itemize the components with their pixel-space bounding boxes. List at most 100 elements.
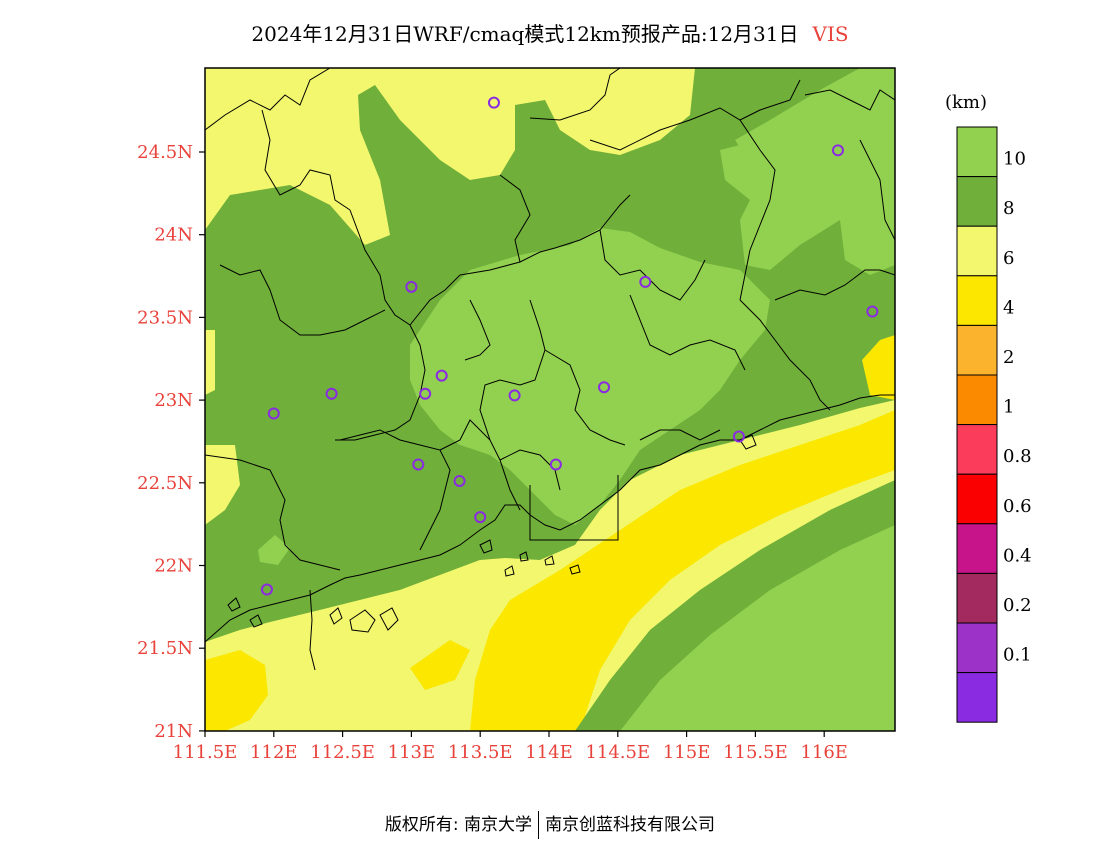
field-band-light-green-west-patch [258,535,290,565]
station-marker [639,275,652,288]
island-11 [739,434,757,450]
x-tick-label: 113.5E [448,742,513,763]
station-marker [419,387,432,400]
colorbar-label: 0.2 [1003,595,1032,616]
x-tick-label: 113E [388,742,436,763]
station-markers [260,96,879,596]
station-marker [325,387,338,400]
y-tick-label: 23.5N [137,307,193,328]
admin-boundaries [205,68,895,571]
y-tick-label: 22.5N [137,473,193,494]
boundary-north-upper [499,174,531,263]
field-band-yellow-east [862,335,895,400]
field-band-light-green-inland [410,228,770,525]
station-marker [487,96,500,109]
colorbar-swatch [956,324,998,376]
colorbar-swatch [956,473,998,525]
x-tick-label: 116E [800,742,848,763]
colorbar-swatch [956,424,998,475]
station-marker [831,144,844,157]
station-marker [412,458,425,471]
colorbar-label: 1 [1003,397,1014,418]
map-title: 2024年12月31日WRF/cmaq模式12km预报产品:12月31日 VIS [0,18,1100,47]
boundary-east-coast-inner [639,429,721,441]
boundary-northeast-edge [804,89,895,111]
station-marker [732,430,745,443]
y-tick-label: 23N [154,390,193,411]
y-tick-label: 24.5N [137,142,193,163]
field-band-light-yellow-west-edge [205,330,215,395]
boundary-west-inner [335,324,426,441]
field-band-light-green-sea [620,525,895,731]
islands [227,434,757,633]
footer-separator [538,811,540,839]
field-band-yellow-offshore [410,640,470,690]
station-marker [453,474,466,487]
title-main: 2024年12月31日WRF/cmaq模式12km预报产品:12月31日 [251,22,799,46]
station-marker [549,458,562,471]
boundary-central-2 [629,294,746,371]
station-marker [435,369,448,382]
x-tick-label: 114E [525,742,573,763]
colorbar-swatch [956,126,998,178]
field-band-light-green-north-patch [720,140,775,200]
island-5 [504,565,515,577]
x-tick-label: 111.5E [173,742,238,763]
field-band-yellow [470,410,895,731]
boundary-north-west [261,109,351,211]
y-tick-label: 24N [154,225,193,246]
boundary-south-central [439,419,521,511]
boundary-special-region [529,475,619,541]
footer-company: 南京创蓝科技有限公司 [545,815,716,835]
coastline [205,394,895,671]
colorbar-label: 4 [1003,297,1014,318]
x-tick-label: 115.5E [723,742,788,763]
colorbar-swatch [956,176,998,227]
boundary-east-edge [859,139,895,241]
footer-copyright: 版权所有: 南京大学 [384,815,533,835]
station-marker [508,389,521,402]
x-tick-label: 115E [663,742,711,763]
x-tick-label: 112.5E [310,742,375,763]
boundary-province-north [205,68,331,131]
field-band-light-yellow-west-coast [205,445,240,525]
y-tick-label: 21.5N [137,638,193,659]
coastline-west [205,394,895,643]
colorbar-label: 2 [1003,347,1014,368]
boundary-north-central [349,209,461,326]
station-marker [866,305,879,318]
boundary-west-large [219,264,386,336]
island-7 [544,555,555,566]
title-variable: VIS [812,22,849,46]
boundary-central-3 [479,299,546,441]
boundary-east-mid [739,299,831,411]
colorbar-swatch [956,275,998,326]
colorbar-swatch [956,225,998,277]
y-tick-label: 21N [154,721,193,742]
colorbar-label: 0.8 [1003,446,1032,467]
island-9 [227,597,241,612]
field-band-light-green-northeast [735,68,895,275]
colorbar: 10 8 6 4 2 1 0.8 0.6 0.4 0.2 0.1 [956,126,1032,723]
station-marker [598,381,611,394]
y-axis: 24.5N 24N 23.5N 23N 22.5N 22N 21.5N 21N [137,142,205,742]
island-8 [569,564,581,575]
colorbar-label: 0.1 [1003,645,1032,666]
copyright-footer: 版权所有: 南京大学 南京创蓝科技有限公司 [0,810,1100,839]
boundary-north-east-inner [589,79,801,151]
x-tick-label: 112E [250,742,298,763]
boundary-north-inner [459,194,631,276]
island-1 [349,609,376,633]
station-marker [267,407,280,420]
boundary-central-hub [464,299,491,361]
boundary-central-4 [544,349,626,446]
island-10 [249,614,263,628]
colorbar-label: 8 [1003,198,1014,219]
colorbar-swatch [956,374,998,426]
boundary-east-inner [774,269,895,301]
colorbar-label: 10 [1003,149,1026,170]
boundary-delta [499,449,561,491]
visibility-field [205,68,895,731]
x-axis: 111.5E 112E 112.5E 113E 113.5E 114E 114.5E 115E… [173,731,848,763]
